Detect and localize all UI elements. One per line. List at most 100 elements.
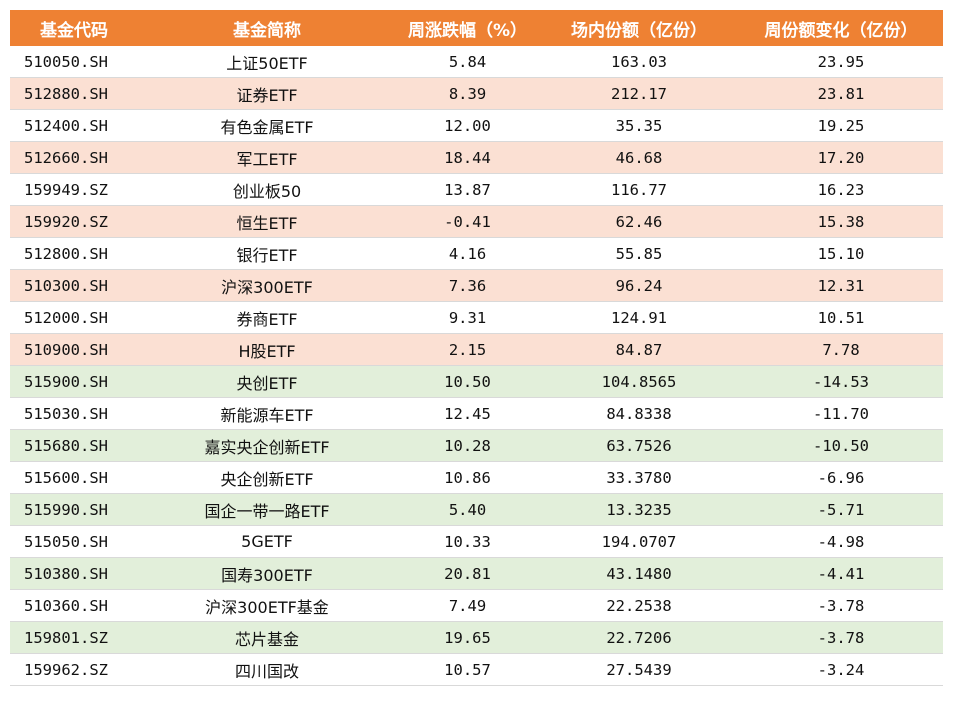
cell-share-delta: -4.41 — [817, 564, 865, 583]
cell-weekly-change: -0.41 — [444, 212, 491, 231]
cell-fund-name: 国企一带一路ETF — [204, 501, 330, 521]
cell-fund-name: 嘉实央企创新ETF — [204, 437, 330, 457]
cell-weekly-change: 7.49 — [448, 596, 487, 615]
table-row: 515030.SH 新能源车ETF 12.45 84.8338 -11.70 — [10, 398, 943, 430]
table-row: 512800.SH 银行ETF 4.16 55.85 15.10 — [10, 238, 943, 270]
cell-share-delta: 19.25 — [817, 116, 865, 135]
cell-fund-name: 央创ETF — [236, 373, 298, 393]
cell-fund-code: 510360.SH — [24, 596, 108, 615]
cell-fund-name: 沪深300ETF — [221, 277, 313, 297]
cell-share-delta: 12.31 — [817, 276, 865, 295]
cell-weekly-change: 10.50 — [444, 372, 491, 391]
cell-floor-shares: 33.3780 — [606, 468, 672, 487]
header-weekly-change: 周涨跌幅（%） — [407, 20, 528, 41]
cell-weekly-change: 8.39 — [448, 84, 487, 103]
table-row: 510360.SH 沪深300ETF基金 7.49 22.2538 -3.78 — [10, 590, 943, 622]
cell-fund-code: 159962.SZ — [24, 660, 108, 679]
cell-share-delta: -3.78 — [817, 628, 865, 647]
cell-fund-code: 512880.SH — [24, 84, 108, 103]
cell-fund-code: 510900.SH — [24, 340, 108, 359]
cell-share-delta: -3.24 — [817, 660, 865, 679]
cell-floor-shares: 96.24 — [615, 276, 663, 295]
cell-weekly-change: 4.16 — [448, 244, 487, 263]
cell-floor-shares: 163.03 — [611, 52, 667, 71]
cell-floor-shares: 27.5439 — [606, 660, 672, 679]
table-row: 512400.SH 有色金属ETF 12.00 35.35 19.25 — [10, 110, 943, 142]
cell-fund-code: 159920.SZ — [24, 212, 108, 231]
table-row: 515680.SH 嘉实央企创新ETF 10.28 63.7526 -10.50 — [10, 430, 943, 462]
cell-floor-shares: 104.8565 — [601, 372, 677, 391]
table-row: 159949.SZ 创业板50 13.87 116.77 16.23 — [10, 174, 943, 206]
cell-weekly-change: 9.31 — [448, 308, 487, 327]
cell-weekly-change: 13.87 — [444, 180, 491, 199]
header-fund-code: 基金代码 — [40, 20, 108, 41]
cell-fund-code: 515050.SH — [24, 532, 108, 551]
cell-fund-name: 5GETF — [241, 532, 293, 551]
table-row: 510900.SH H股ETF 2.15 84.87 7.78 — [10, 334, 943, 366]
header-share-delta: 周份额变化（亿份） — [764, 20, 918, 41]
table-header: 基金代码 基金简称 周涨跌幅（%） 场内份额（亿份） 周份额变化（亿份） — [10, 10, 943, 46]
table-row: 512660.SH 军工ETF 18.44 46.68 17.20 — [10, 142, 943, 174]
cell-floor-shares: 63.7526 — [606, 436, 672, 455]
table-row: 515600.SH 央企创新ETF 10.86 33.3780 -6.96 — [10, 462, 943, 494]
table-row: 510380.SH 国寿300ETF 20.81 43.1480 -4.41 — [10, 558, 943, 590]
cell-weekly-change: 20.81 — [444, 564, 491, 583]
cell-fund-code: 515900.SH — [24, 372, 108, 391]
cell-floor-shares: 46.68 — [615, 148, 663, 167]
cell-fund-name: 军工ETF — [236, 149, 298, 169]
cell-fund-name: 恒生ETF — [236, 213, 298, 233]
cell-share-delta: 23.95 — [817, 52, 865, 71]
cell-share-delta: -5.71 — [817, 500, 865, 519]
etf-share-table: 基金代码 基金简称 周涨跌幅（%） 场内份额（亿份） 周份额变化（亿份） 510… — [10, 10, 943, 686]
header-fund-name: 基金简称 — [233, 20, 301, 41]
cell-share-delta: 15.38 — [817, 212, 865, 231]
cell-floor-shares: 194.0707 — [601, 532, 677, 551]
cell-share-delta: -14.53 — [813, 372, 869, 391]
table-body: 510050.SH 上证50ETF 5.84 163.03 23.95 512880.SH… — [10, 46, 943, 686]
cell-weekly-change: 5.84 — [448, 52, 487, 71]
table-row: 510050.SH 上证50ETF 5.84 163.03 23.95 — [10, 46, 943, 78]
cell-fund-code: 512660.SH — [24, 148, 108, 167]
cell-fund-name: 上证50ETF — [226, 53, 308, 73]
cell-share-delta: 7.78 — [822, 340, 860, 359]
cell-fund-code: 512800.SH — [24, 244, 108, 263]
table-row: 159962.SZ 四川国改 10.57 27.5439 -3.24 — [10, 654, 943, 686]
cell-fund-code: 515990.SH — [24, 500, 108, 519]
table-row: 515900.SH 央创ETF 10.50 104.8565 -14.53 — [10, 366, 943, 398]
cell-fund-name: 有色金属ETF — [220, 117, 314, 137]
cell-share-delta: 10.51 — [817, 308, 865, 327]
cell-fund-name: 银行ETF — [236, 245, 298, 265]
cell-fund-code: 159801.SZ — [24, 628, 108, 647]
table-row: 510300.SH 沪深300ETF 7.36 96.24 12.31 — [10, 270, 943, 302]
table-row: 512000.SH 券商ETF 9.31 124.91 10.51 — [10, 302, 943, 334]
cell-floor-shares: 62.46 — [615, 212, 663, 231]
cell-floor-shares: 43.1480 — [606, 564, 672, 583]
cell-fund-code: 515680.SH — [24, 436, 108, 455]
table-row: 159920.SZ 恒生ETF -0.41 62.46 15.38 — [10, 206, 943, 238]
cell-weekly-change: 10.86 — [444, 468, 491, 487]
cell-fund-name: H股ETF — [238, 341, 296, 361]
table-row: 515990.SH 国企一带一路ETF 5.40 13.3235 -5.71 — [10, 494, 943, 526]
header-floor-shares: 场内份额（亿份） — [571, 20, 707, 41]
cell-share-delta: -3.78 — [817, 596, 865, 615]
cell-fund-name: 四川国改 — [234, 661, 299, 681]
cell-weekly-change: 19.65 — [444, 628, 491, 647]
cell-fund-code: 512000.SH — [24, 308, 108, 327]
cell-weekly-change: 5.40 — [448, 500, 487, 519]
cell-fund-name: 芯片基金 — [234, 629, 299, 649]
cell-floor-shares: 124.91 — [611, 308, 667, 327]
cell-share-delta: -4.98 — [817, 532, 865, 551]
table-row: 515050.SH 5GETF 10.33 194.0707 -4.98 — [10, 526, 943, 558]
cell-fund-code: 159949.SZ — [24, 180, 108, 199]
cell-floor-shares: 84.8338 — [606, 404, 672, 423]
cell-weekly-change: 10.33 — [444, 532, 491, 551]
cell-weekly-change: 2.15 — [448, 340, 487, 359]
cell-fund-name: 证券ETF — [236, 85, 298, 105]
cell-fund-name: 国寿300ETF — [221, 565, 313, 585]
cell-weekly-change: 18.44 — [444, 148, 491, 167]
cell-fund-code: 510380.SH — [24, 564, 108, 583]
cell-fund-name: 沪深300ETF基金 — [205, 597, 329, 617]
cell-floor-shares: 55.85 — [615, 244, 663, 263]
cell-weekly-change: 10.28 — [444, 436, 491, 455]
cell-fund-code: 515600.SH — [24, 468, 108, 487]
